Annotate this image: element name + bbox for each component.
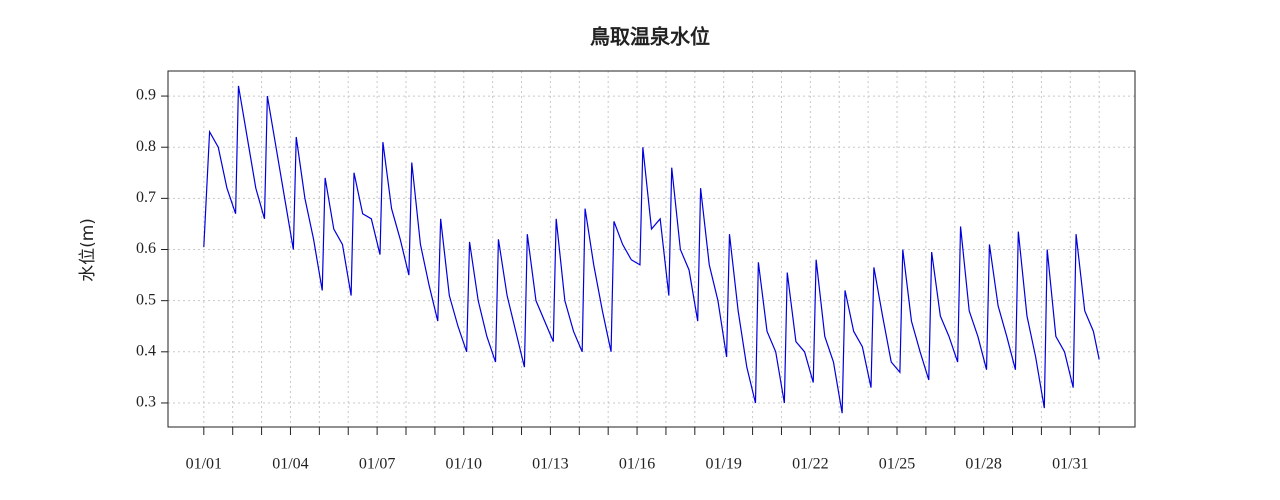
data-line — [203, 85, 1100, 414]
x-tick-label: 01/22 — [792, 456, 828, 473]
plot-frame — [167, 70, 1136, 428]
y-tick-label: 0.6 — [136, 240, 156, 257]
x-tick-label: 01/04 — [272, 456, 308, 473]
y-tick-label: 0.8 — [136, 138, 156, 155]
chart-title: 鳥取温泉水位 — [590, 25, 710, 49]
x-tick-label: 01/28 — [965, 456, 1001, 473]
x-tick-label: 01/10 — [446, 456, 482, 473]
x-tick-label: 01/16 — [619, 456, 655, 473]
x-tick-label: 01/01 — [186, 456, 222, 473]
y-tick-label: 0.4 — [136, 342, 156, 359]
x-tick-label: 01/31 — [1052, 456, 1088, 473]
x-tick-label: 01/13 — [532, 456, 568, 473]
y-tick-label: 0.9 — [136, 87, 156, 104]
y-tick-label: 0.7 — [136, 189, 156, 206]
y-tick-label: 0.3 — [136, 394, 156, 411]
x-tick-label: 01/07 — [359, 456, 395, 473]
x-tick-label: 01/19 — [705, 456, 741, 473]
x-tick-label: 01/25 — [879, 456, 915, 473]
y-axis-label: 水位(m) — [78, 218, 98, 282]
y-tick-label: 0.5 — [136, 291, 156, 308]
